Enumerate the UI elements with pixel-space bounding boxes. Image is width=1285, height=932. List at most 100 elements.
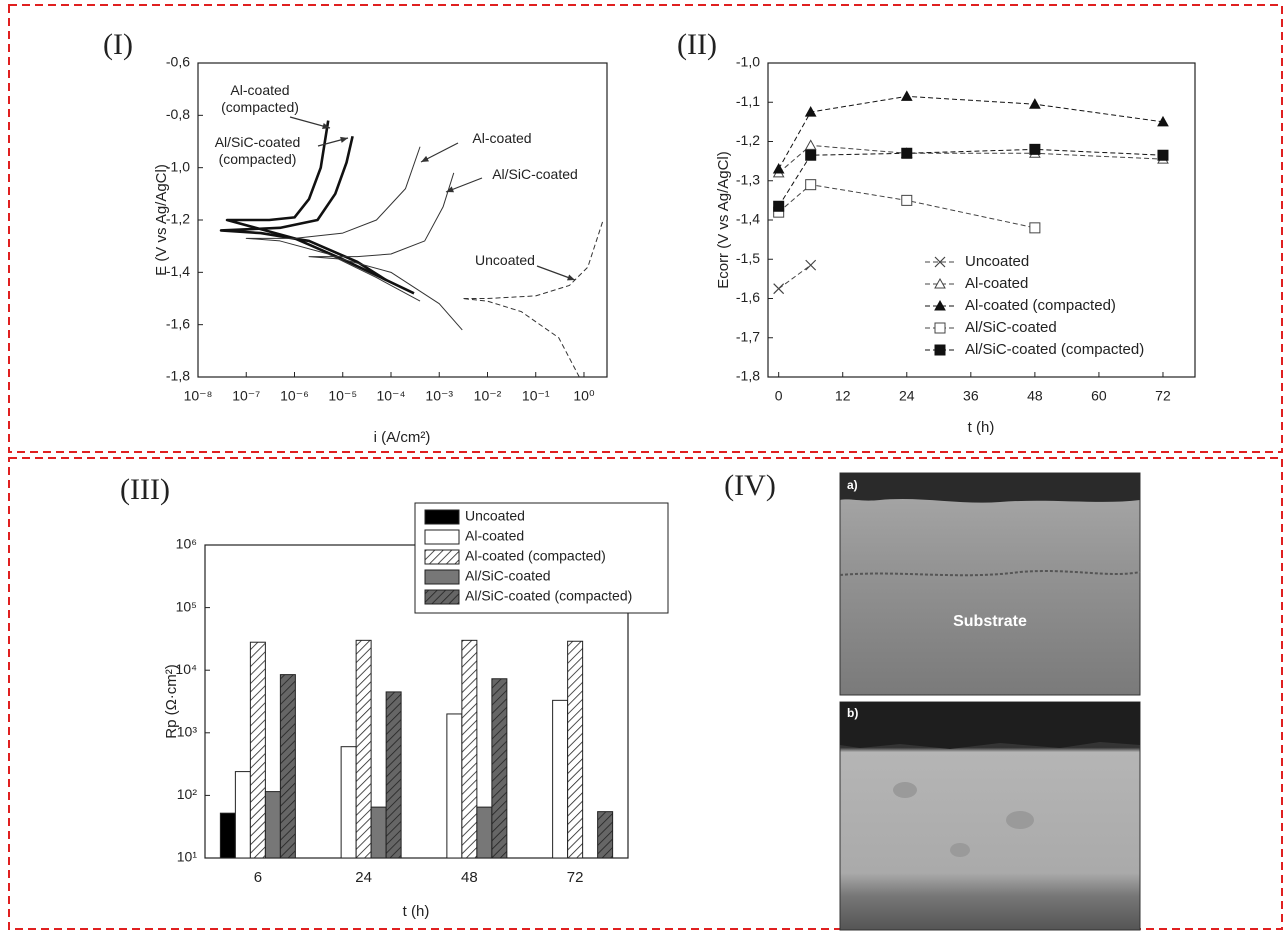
y-tick-label: -1,7 <box>736 328 760 344</box>
panel-label: (IV) <box>724 469 776 502</box>
x-tick-label: 48 <box>461 869 478 886</box>
legend-label: Al/SiC-coated (compacted) <box>465 588 632 604</box>
marker <box>772 162 785 174</box>
x-tick-label: 24 <box>355 869 372 886</box>
legend-label: Al-coated <box>465 528 524 544</box>
legend-label: Al/SiC-coated <box>465 568 551 584</box>
arrow-head <box>322 123 330 130</box>
marker <box>1157 115 1169 127</box>
marker <box>1029 143 1041 155</box>
legend-swatch <box>424 529 460 545</box>
legend-label: Al/SiC-coated (compacted) <box>965 341 1144 358</box>
y-tick-label: -1,3 <box>736 171 760 187</box>
arrow-head <box>567 274 575 281</box>
y-tick-label: -0,6 <box>166 54 190 70</box>
panel-label: (III) <box>120 473 170 506</box>
x-tick-label: 10⁻² <box>474 388 502 404</box>
y-tick-label: -1,0 <box>736 54 760 70</box>
y-tick-label: -1,0 <box>166 158 190 174</box>
arrow-head <box>340 136 348 143</box>
series-annotation: Al/SiC-coated <box>492 166 578 182</box>
x-axis-label: i (A/cm²) <box>374 429 431 446</box>
y-tick-label: -1,2 <box>166 211 190 227</box>
x-tick-label: 10⁻⁴ <box>376 388 405 404</box>
y-tick-label: -1,4 <box>166 263 190 279</box>
x-tick-label: 10⁻¹ <box>522 388 550 404</box>
series-line <box>778 144 1163 174</box>
legend-swatch <box>424 589 460 605</box>
x-tick-label: 72 <box>567 869 584 886</box>
series-line <box>778 264 811 290</box>
y-tick-label: -1,6 <box>736 289 760 305</box>
legend-marker <box>934 277 946 289</box>
marker <box>901 147 913 159</box>
marker <box>900 90 913 101</box>
marker <box>901 194 913 206</box>
legend-label: Uncoated <box>465 508 525 524</box>
series-annotation: Uncoated <box>475 252 535 268</box>
marker <box>1029 98 1041 109</box>
marker <box>805 179 817 191</box>
x-tick-label: 10⁻⁷ <box>232 388 260 404</box>
bar <box>597 811 614 859</box>
series-line <box>778 148 1163 207</box>
marker <box>805 259 817 271</box>
y-tick-label: 10¹ <box>177 849 198 865</box>
y-tick-label: 10⁵ <box>176 598 197 614</box>
x-tick-label: 10⁻⁵ <box>328 388 357 404</box>
series-line <box>308 172 463 331</box>
bar <box>552 699 569 859</box>
bar <box>234 771 251 859</box>
y-tick-label: -1,1 <box>736 93 760 109</box>
bar <box>264 791 281 859</box>
series-annotation: Al-coated <box>472 130 532 146</box>
marker <box>804 106 817 117</box>
x-tick-label: 72 <box>1155 388 1171 404</box>
x-tick-label: 10⁻⁶ <box>280 388 309 404</box>
arrow-head <box>446 186 454 193</box>
marker <box>804 139 817 150</box>
panel-border <box>8 457 1283 930</box>
legend-swatch <box>424 569 460 585</box>
bar <box>385 691 402 859</box>
y-tick-label: -1,5 <box>736 250 760 266</box>
marker <box>805 149 817 161</box>
bar <box>340 746 357 859</box>
legend-swatch <box>424 509 460 525</box>
legend-label: Al-coated (compacted) <box>965 297 1116 314</box>
x-tick-label: 10⁻³ <box>425 388 453 404</box>
bar <box>476 806 493 859</box>
image-label: a) <box>847 478 858 492</box>
series-line <box>225 120 415 295</box>
bar <box>461 639 478 859</box>
marker <box>773 283 785 295</box>
bar <box>446 713 463 859</box>
y-tick-label: -1,8 <box>736 368 760 384</box>
y-axis-label: E (V vs Ag/AgCl) <box>153 164 170 276</box>
y-axis-label: Ecorr (V vs Ag/AgCl) <box>715 151 732 289</box>
y-tick-label: -1,6 <box>166 315 190 331</box>
sem-image <box>839 701 1141 931</box>
panel-label: (I) <box>103 28 133 61</box>
legend-swatch <box>424 549 460 565</box>
y-tick-label: -1,8 <box>166 368 190 384</box>
legend-marker <box>934 299 946 311</box>
x-tick-label: 12 <box>835 388 851 404</box>
series-line <box>778 95 1164 170</box>
sem-image <box>839 472 1141 696</box>
series-annotation: Al/SiC-coated (compacted) <box>214 134 301 167</box>
x-tick-label: 60 <box>1091 388 1107 404</box>
bar <box>219 812 236 859</box>
y-tick-label: -1,4 <box>736 211 760 227</box>
legend-label: Al-coated <box>965 275 1028 292</box>
y-tick-label: 10⁶ <box>176 536 197 552</box>
bar <box>249 641 266 859</box>
series-line <box>461 219 604 378</box>
y-tick-label: -0,8 <box>166 106 190 122</box>
bar <box>279 674 296 859</box>
bar <box>567 640 584 859</box>
y-tick-label: -1,2 <box>736 132 760 148</box>
legend-label: Uncoated <box>965 253 1029 270</box>
panel-label: (II) <box>677 28 717 61</box>
legend-label: Al-coated (compacted) <box>465 548 606 564</box>
